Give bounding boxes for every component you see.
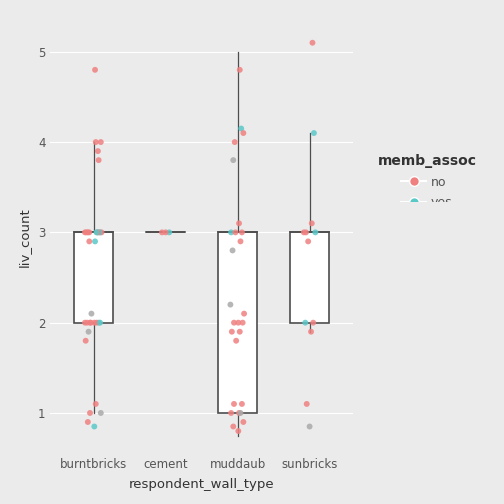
Point [92, 400, 100, 408]
Point [239, 418, 247, 426]
Point [309, 319, 317, 327]
Point [238, 228, 246, 236]
Point [93, 228, 101, 236]
Point [303, 400, 311, 408]
Point [300, 228, 308, 236]
Point [229, 422, 237, 430]
Point [91, 66, 99, 74]
Point [81, 228, 89, 236]
Point [94, 228, 102, 236]
Point [87, 309, 95, 318]
Point [162, 228, 170, 236]
Point [97, 228, 105, 236]
Point [238, 319, 246, 327]
Point [304, 237, 312, 245]
Point [83, 319, 91, 327]
Point [231, 228, 239, 236]
Point [235, 219, 243, 227]
Bar [74, 232, 113, 323]
Point [96, 228, 104, 236]
Point [97, 138, 105, 146]
Point [236, 237, 244, 245]
Point [308, 219, 316, 227]
Point [97, 409, 105, 417]
Bar [218, 232, 258, 413]
Point [235, 409, 243, 417]
Point [158, 228, 166, 236]
Point [90, 422, 98, 430]
Point [232, 337, 240, 345]
Point [91, 237, 99, 245]
Point [81, 319, 89, 327]
Point [236, 409, 244, 417]
Point [84, 228, 92, 236]
Point [82, 337, 90, 345]
Point [84, 418, 92, 426]
Point [307, 328, 315, 336]
Point [237, 124, 245, 133]
Point [229, 156, 237, 164]
Point [228, 328, 236, 336]
Point [94, 147, 102, 155]
Point [92, 319, 100, 327]
Point [234, 427, 242, 435]
Point [86, 409, 94, 417]
Point [92, 138, 100, 146]
Point [230, 400, 238, 408]
Point [86, 319, 94, 327]
Point [87, 319, 95, 327]
Point [231, 138, 239, 146]
Point [236, 328, 244, 336]
Point [236, 66, 244, 74]
Point [311, 228, 320, 236]
Point [308, 39, 317, 47]
Point [302, 228, 310, 236]
Point [305, 422, 313, 430]
Point [85, 228, 93, 236]
Point [95, 228, 103, 236]
Point [228, 246, 236, 255]
Point [230, 319, 238, 327]
Point [90, 319, 98, 327]
Point [85, 237, 93, 245]
Point [95, 156, 103, 164]
Point [301, 319, 309, 327]
Point [82, 228, 90, 236]
Point [227, 409, 235, 417]
Point [227, 228, 235, 236]
Legend: no, yes, NA: no, yes, NA [371, 148, 483, 236]
Point [239, 129, 247, 137]
Y-axis label: liv_count: liv_count [18, 207, 31, 267]
Point [234, 319, 242, 327]
Bar [290, 232, 330, 323]
X-axis label: respondent_wall_type: respondent_wall_type [129, 478, 274, 491]
Point [165, 228, 173, 236]
Point [238, 400, 246, 408]
Point [240, 309, 248, 318]
Point [310, 129, 318, 137]
Point [95, 319, 103, 327]
Point [92, 228, 100, 236]
Point [226, 300, 234, 308]
Point [96, 319, 104, 327]
Point [85, 328, 93, 336]
